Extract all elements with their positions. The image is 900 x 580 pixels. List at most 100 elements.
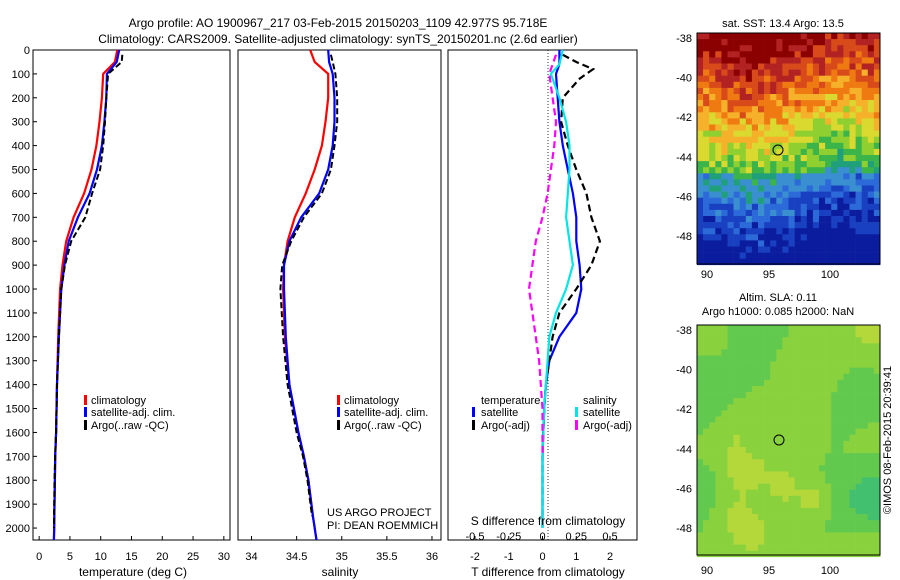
sst-cell	[849, 136, 856, 144]
sla-cell	[794, 428, 801, 436]
sla-cell	[855, 489, 862, 497]
sla-cell	[782, 331, 789, 338]
sst-cell	[758, 203, 765, 211]
sst-cell	[782, 209, 789, 217]
sla-cell	[800, 416, 808, 423]
sla-cell	[739, 514, 747, 521]
sst-cell	[703, 106, 710, 113]
sst-cell	[776, 185, 783, 192]
sst-cell	[800, 45, 808, 52]
sst-cell	[843, 155, 850, 162]
sst-cell	[867, 106, 875, 113]
sst-cell	[770, 216, 777, 223]
sst-cell	[697, 228, 704, 235]
sla-cell	[727, 416, 734, 423]
sla-cell	[751, 550, 759, 558]
sla-cell	[733, 453, 740, 460]
sla-cell	[867, 404, 875, 411]
sla-cell	[751, 526, 759, 533]
sst-cell	[806, 45, 814, 52]
sla-cell	[819, 501, 826, 509]
sst-cell	[867, 167, 875, 174]
sst-cell	[733, 75, 740, 83]
sst-cell	[776, 234, 783, 241]
sst-cell	[751, 51, 759, 58]
sla-cell	[697, 343, 704, 350]
sst-cell	[758, 57, 765, 64]
sst-cell	[812, 100, 820, 107]
sst-cell	[764, 39, 771, 46]
sst-cell	[727, 240, 734, 247]
sst-cell	[715, 179, 722, 186]
sla-cell	[794, 349, 801, 356]
sla-cell	[709, 489, 716, 497]
sst-cell	[715, 100, 722, 107]
sla-cell	[770, 489, 777, 497]
sla-cell	[794, 386, 801, 393]
sla-cell	[849, 410, 856, 417]
sst-cell	[788, 106, 795, 113]
sla-cell	[819, 355, 826, 362]
sst-cell	[867, 51, 875, 58]
sla-cell	[837, 422, 844, 429]
sla-cell	[703, 355, 710, 362]
sla-cell	[873, 544, 881, 551]
sla-cell	[825, 538, 832, 545]
sla-cell	[873, 459, 881, 466]
sla-cell	[794, 434, 801, 442]
sst-cell	[831, 185, 838, 192]
sla-cell	[837, 538, 844, 545]
sla-cell	[697, 550, 704, 558]
sst-cell	[709, 75, 716, 83]
sst-cell	[782, 185, 789, 192]
sst-cell	[697, 51, 704, 58]
sla-cell	[745, 501, 753, 509]
sla-cell	[733, 404, 740, 411]
map-lat-tick-label: -48	[676, 523, 692, 535]
sst-cell	[715, 203, 722, 211]
sla-cell	[776, 367, 783, 375]
sla-cell	[721, 434, 728, 442]
sst-cell	[819, 216, 826, 223]
sla-cell	[819, 349, 826, 356]
sst-cell	[825, 252, 832, 259]
sla-cell	[739, 508, 747, 515]
sla-cell	[788, 392, 795, 399]
sla-cell	[873, 434, 881, 442]
sst-cell	[788, 203, 795, 211]
sla-cell	[825, 465, 832, 472]
sst-cell	[873, 167, 881, 174]
sla-cell	[739, 392, 747, 399]
sla-cell	[703, 398, 710, 405]
sla-cell	[776, 508, 783, 515]
sla-cell	[849, 428, 856, 436]
sst-cell	[825, 81, 832, 89]
sst-cell	[764, 69, 771, 76]
temperature-profile-lines	[52, 49, 124, 541]
sst-cell	[751, 45, 759, 52]
temperature-x-label: temperature (deg C)	[79, 565, 187, 579]
sst-cell	[788, 167, 795, 174]
sla-cell	[782, 471, 789, 478]
sst-cell	[825, 258, 832, 266]
sst-cell	[697, 161, 704, 168]
sst-cell	[843, 94, 850, 101]
sla-cell	[873, 538, 881, 545]
sst-cell	[782, 75, 789, 83]
sst-cell	[855, 51, 862, 58]
sla-cell	[825, 440, 832, 448]
sst-cell	[703, 57, 710, 64]
sst-cell	[843, 185, 850, 192]
sla-cell	[758, 483, 765, 490]
sla-cell	[751, 367, 759, 375]
sla-cell	[715, 343, 722, 350]
sst-cell	[770, 87, 777, 95]
sla-cell	[800, 337, 808, 344]
sla-cell	[770, 361, 777, 368]
sla-cell	[812, 520, 820, 527]
sla-cell	[861, 514, 869, 521]
sla-cell	[800, 459, 808, 466]
sla-cell	[837, 440, 844, 448]
sst-cell	[776, 216, 783, 223]
sla-cell	[861, 495, 869, 503]
